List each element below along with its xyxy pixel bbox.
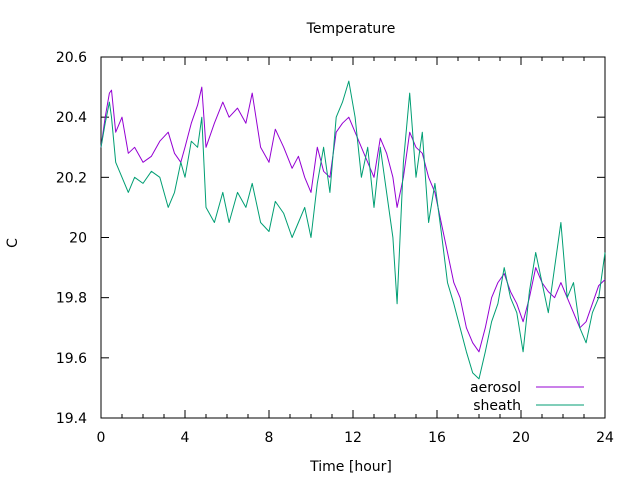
x-tick-label: 20 [512,430,530,446]
legend-label-sheath: sheath [473,398,521,414]
y-tick-label: 19.6 [56,351,87,367]
series-lines [100,80,606,380]
x-axis-label: Time [hour] [309,459,392,475]
x-tick-label: 16 [428,430,446,446]
y-tick-label: 19.4 [56,411,87,427]
x-tick-label: 0 [97,430,106,446]
y-tick-label: 20 [69,231,87,247]
y-tick-label: 20.2 [56,170,87,186]
x-tick-label: 4 [181,430,190,446]
legend: aerosol sheath [470,380,584,414]
y-tick-label: 19.8 [56,291,87,307]
series-line-sheath [100,80,606,380]
y-axis-label: C [5,238,21,248]
plot-frame [100,56,606,419]
plot-border [100,56,606,419]
y-tick-label: 20.6 [56,50,87,66]
axis-ticks: 0 4 8 12 16 20 24 19.4 19.6 19.8 20 20.2 20.4 20.6 [56,50,614,446]
x-tick-label: 24 [596,430,614,446]
x-tick-label: 8 [265,430,274,446]
legend-label-aerosol: aerosol [470,380,521,396]
chart-title: Temperature [306,21,396,37]
series-line-aerosol [100,86,606,353]
y-tick-label: 20.4 [56,110,87,126]
x-tick-label: 12 [344,430,362,446]
